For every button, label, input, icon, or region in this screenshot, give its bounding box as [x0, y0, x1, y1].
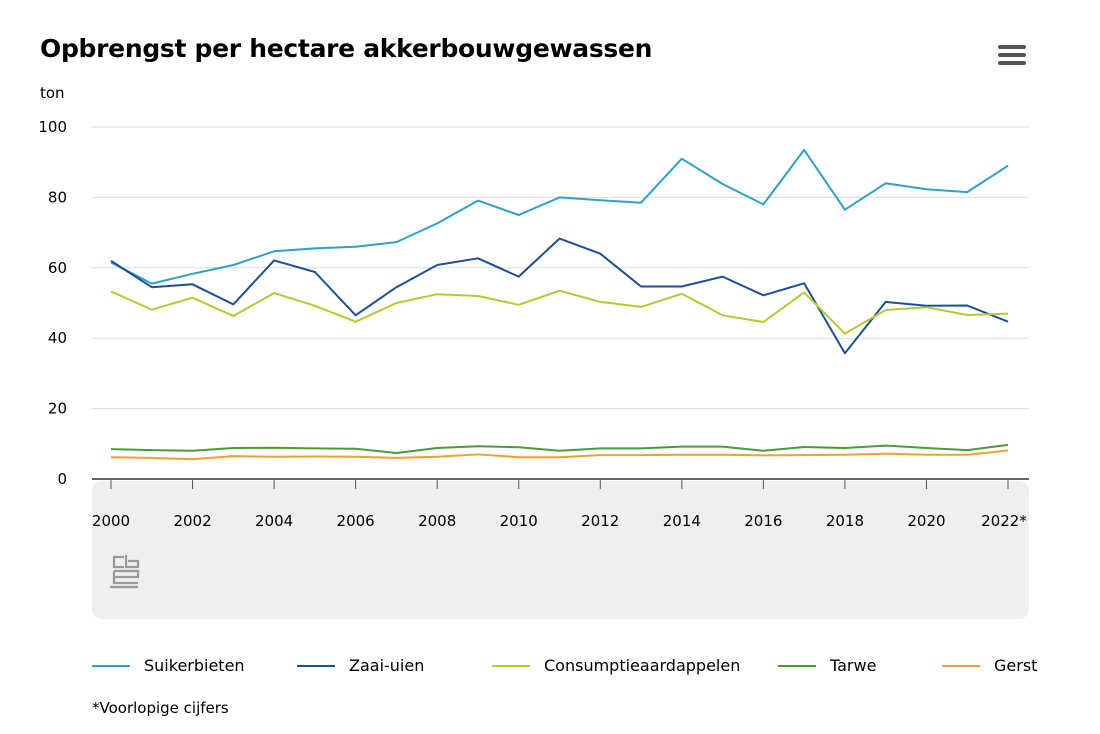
legend-label: Suikerbieten	[144, 656, 245, 675]
legend-item[interactable]: Suikerbieten	[92, 656, 245, 675]
y-tick-label: 0	[57, 470, 67, 488]
legend-swatch	[492, 664, 530, 667]
x-tick-label: 2008	[418, 512, 456, 530]
menu-bar	[998, 45, 1026, 49]
legend-swatch	[297, 664, 335, 667]
y-tick-label: 40	[48, 329, 67, 347]
x-tick-label: 2006	[337, 512, 375, 530]
y-tick-label: 20	[48, 400, 67, 418]
legend-swatch	[92, 664, 130, 667]
y-axis-ticks: 0 20 40 60 80 100	[38, 118, 67, 488]
menu-bar	[998, 61, 1026, 65]
menu-bar	[998, 53, 1026, 57]
x-tick-label: 2000	[92, 512, 130, 530]
series-line-consumptieaardappelen	[110, 289, 1009, 335]
footnote: *Voorlopige cijfers	[92, 699, 229, 717]
cbs-logo-icon	[110, 555, 140, 589]
x-tick-label: 2022*	[981, 512, 1027, 530]
legend-item[interactable]: Zaai-uien	[297, 656, 424, 675]
y-axis-unit-label: ton	[40, 84, 65, 102]
legend: Suikerbieten Zaai-uien Consumptieaardappel…	[92, 656, 1042, 680]
series-line-gerst	[110, 449, 1009, 461]
chart-title: Opbrengst per hectare akkerbouwgewassen	[40, 34, 653, 63]
x-tick-label: 2012	[581, 512, 619, 530]
legend-item[interactable]: Gerst	[942, 656, 1037, 675]
legend-swatch	[778, 664, 816, 667]
y-tick-label: 100	[38, 118, 67, 136]
legend-item[interactable]: Consumptieaardappelen	[492, 656, 740, 675]
y-tick-label: 60	[48, 259, 67, 277]
x-tick-label: 2020	[907, 512, 945, 530]
x-tick-label: 2002	[173, 512, 211, 530]
x-tick-label: 2004	[255, 512, 293, 530]
x-tick-label: 2018	[826, 512, 864, 530]
legend-swatch	[942, 664, 980, 667]
x-tick-label: 2014	[663, 512, 701, 530]
legend-label: Consumptieaardappelen	[544, 656, 741, 675]
y-tick-label: 80	[48, 188, 67, 206]
x-tick-label: 2016	[744, 512, 782, 530]
legend-label: Zaai-uien	[349, 656, 425, 675]
legend-label: Gerst	[994, 656, 1038, 675]
chart-footer-panel	[92, 481, 1029, 619]
series-line-zaai-uien	[110, 237, 1009, 355]
hamburger-menu-icon[interactable]	[998, 45, 1026, 67]
series-line-suikerbieten	[110, 148, 1009, 285]
x-axis: 2000 2002 2004 2006 2008 2010 2012 2014 2016 2018…	[92, 478, 1029, 530]
legend-label: Tarwe	[830, 656, 877, 675]
x-tick-label: 2010	[500, 512, 538, 530]
grid-lines	[92, 126, 1029, 410]
legend-item[interactable]: Tarwe	[778, 656, 876, 675]
series-line-tarwe	[110, 443, 1009, 454]
series-lines	[110, 148, 1009, 461]
